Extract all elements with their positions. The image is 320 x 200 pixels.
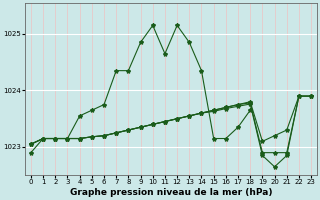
X-axis label: Graphe pression niveau de la mer (hPa): Graphe pression niveau de la mer (hPa) bbox=[70, 188, 272, 197]
